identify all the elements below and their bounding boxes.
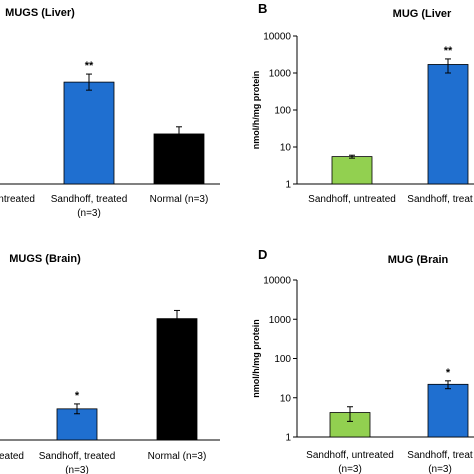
panel-label: B	[258, 1, 267, 16]
chart-title: MUGS (Brain)	[9, 253, 81, 265]
y-tick-label: 1000	[269, 69, 292, 80]
significance-marker: **	[444, 45, 453, 57]
significance-marker: *	[75, 390, 80, 402]
bar	[427, 383, 469, 438]
category-label: Sandhoff, treated	[39, 451, 116, 462]
category-label: (n=3)	[338, 464, 362, 474]
y-tick-label: 10	[280, 143, 292, 154]
y-axis-label: nmol/h/mg protein	[251, 319, 261, 398]
bar	[427, 64, 469, 185]
y-tick-label: 1	[285, 180, 291, 191]
y-tick-label: 100	[274, 354, 291, 365]
significance-marker: **	[85, 60, 94, 72]
y-axis-label: nmol/h/mg protein	[251, 71, 261, 150]
category-label: Sandhoff, untreated	[306, 450, 394, 461]
significance-marker: *	[446, 367, 451, 379]
category-label: (n=3)	[65, 465, 89, 474]
category-label: Sandhoff, treat	[407, 194, 473, 205]
chart-title: MUGS (Liver)	[5, 7, 75, 19]
bar	[153, 133, 205, 185]
y-tick-label: 10000	[263, 32, 291, 43]
y-tick-label: 10	[280, 393, 292, 404]
category-label: (n=3)	[77, 208, 101, 219]
category-label: (n=3)	[428, 464, 452, 474]
category-label: untreated	[0, 194, 35, 205]
chart-title: MUG (Liver	[393, 8, 452, 20]
category-label: treated	[0, 451, 24, 462]
y-tick-label: 1	[285, 433, 291, 444]
bar	[331, 156, 373, 185]
y-tick-label: 100	[274, 106, 291, 117]
bar	[156, 318, 198, 441]
category-label: Normal (n=3)	[150, 194, 209, 205]
category-label: Sandhoff, treated	[51, 194, 128, 205]
y-tick-label: 10000	[263, 276, 291, 287]
category-label: Normal (n=3)	[148, 451, 207, 462]
category-label: Sandhoff, untreated	[308, 194, 396, 205]
panel-label: D	[258, 247, 267, 262]
y-tick-label: 1000	[269, 315, 292, 326]
bar	[63, 81, 115, 185]
chart-title: MUG (Brain	[388, 254, 449, 266]
category-label: Sandhoff, treat	[407, 450, 473, 461]
